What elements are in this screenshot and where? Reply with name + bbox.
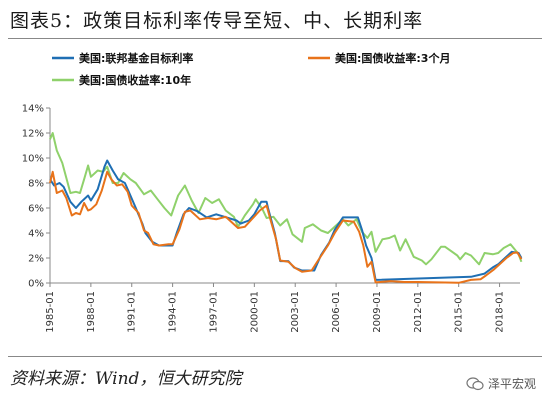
y-tick-label: 2% (28, 254, 44, 265)
watermark: 泽平宏观 (466, 375, 536, 392)
legend-label: 美国:国债收益率:3个月 (335, 51, 450, 65)
x-tick-label: 2003-01 (290, 291, 301, 333)
x-tick-label: 1985-01 (45, 291, 56, 333)
series-line-1 (49, 159, 523, 281)
x-tick-label: 1988-01 (86, 291, 97, 333)
y-tick-label: 4% (28, 229, 44, 240)
x-tick-label: 2000-01 (249, 291, 260, 333)
y-tick-label: 0% (28, 279, 44, 290)
y-tick-label: 6% (28, 204, 44, 215)
source-note: 资料来源：Wind，恒大研究院 (10, 369, 242, 389)
x-tick-label: 1991-01 (127, 291, 138, 333)
y-tick-label: 14% (22, 104, 44, 115)
series-lines (49, 132, 523, 284)
footer-divider (8, 356, 542, 357)
x-tick-label: 2015-01 (454, 291, 465, 333)
axes: 0% 2% 4% 6% 8% 10% 12% 14% 1985-01 1988-01 1991-01… (22, 104, 520, 333)
y-tick-label: 10% (22, 154, 44, 165)
series-line-3 (49, 132, 523, 266)
legend-label: 美国:联邦基金目标利率 (79, 51, 193, 65)
x-tick-label: 1994-01 (168, 291, 179, 333)
watermark-label: 泽平宏观 (487, 377, 536, 391)
title-divider (8, 38, 542, 39)
x-tick-label: 2006-01 (331, 291, 342, 333)
chart-title: 图表5：政策目标利率传导至短、中、长期利率 (10, 10, 424, 32)
series-line-2 (49, 170, 523, 284)
y-tick-label: 12% (22, 129, 44, 140)
x-tick-label: 2009-01 (372, 291, 383, 333)
wechat-icon (466, 376, 484, 390)
x-tick-label: 1997-01 (208, 291, 219, 333)
x-tick-label: 2012-01 (413, 291, 424, 333)
y-tick-label: 8% (28, 179, 44, 190)
x-tick-label: 2018-01 (495, 291, 506, 333)
legend-label: 美国:国债收益率:10年 (79, 73, 191, 87)
